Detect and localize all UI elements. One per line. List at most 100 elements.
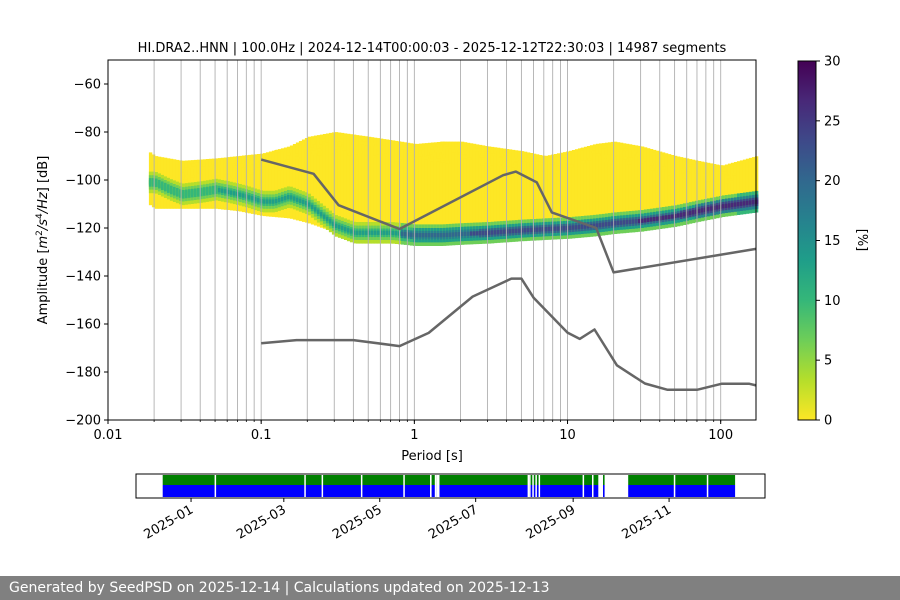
heatmap-mode-band bbox=[724, 203, 729, 208]
heatmap-low-density bbox=[313, 135, 318, 226]
heatmap-speckle bbox=[436, 143, 441, 147]
heatmap-low-density bbox=[463, 142, 468, 238]
heatmap-low-density bbox=[727, 163, 732, 211]
heatmap-mode-band bbox=[331, 221, 336, 226]
heatmap-mode-band bbox=[532, 227, 537, 232]
heatmap-low-density bbox=[523, 151, 528, 236]
heatmap-speckle bbox=[253, 168, 258, 171]
heatmap-speckle bbox=[732, 173, 737, 176]
heatmap-low-density bbox=[508, 149, 513, 236]
heatmap-speckle bbox=[401, 146, 405, 150]
heatmap-mode-band bbox=[712, 205, 717, 211]
heatmap-speckle bbox=[496, 158, 501, 161]
heatmap-low-density bbox=[658, 151, 663, 223]
heatmap-speckle bbox=[303, 146, 307, 149]
heatmap-mode-band bbox=[556, 226, 561, 231]
heatmap-mode-band bbox=[727, 203, 732, 208]
heatmap-low-density bbox=[451, 141, 456, 239]
heatmap-speckle bbox=[410, 147, 415, 151]
heatmap-speckle bbox=[189, 160, 194, 164]
heatmap-speckle bbox=[231, 175, 236, 179]
heatmap-mode-band bbox=[574, 225, 579, 230]
heatmap-speckle bbox=[408, 152, 413, 156]
heatmap-speckle bbox=[713, 182, 718, 186]
heatmap-speckle bbox=[623, 156, 628, 160]
heatmap-mode-band bbox=[469, 231, 474, 236]
heatmap-low-density bbox=[301, 139, 306, 222]
heatmap-speckle bbox=[442, 158, 446, 161]
heatmap-speckle bbox=[504, 166, 509, 169]
heatmap-speckle bbox=[362, 139, 367, 142]
heatmap-low-density bbox=[376, 138, 381, 238]
heatmap-mode-band bbox=[232, 191, 237, 196]
heatmap-low-density bbox=[427, 142, 432, 240]
heatmap-mode-band bbox=[670, 214, 675, 219]
heatmap-low-density bbox=[622, 143, 627, 228]
x-tick-label: 0.1 bbox=[251, 428, 272, 443]
heatmap-speckle bbox=[462, 152, 467, 155]
heatmap-speckle bbox=[310, 139, 315, 142]
used-data-segment bbox=[628, 475, 736, 485]
date-tick-label: 2025-11 bbox=[620, 502, 675, 542]
heatmap-mode-band bbox=[553, 226, 558, 231]
heatmap-low-density bbox=[307, 136, 312, 224]
heatmap-mode-band bbox=[160, 183, 165, 188]
heatmap-speckle bbox=[561, 155, 566, 158]
heatmap-mode-band bbox=[310, 204, 315, 210]
heatmap-speckle bbox=[499, 153, 504, 157]
heatmap-low-density bbox=[517, 150, 522, 236]
heatmap-speckle bbox=[602, 145, 607, 149]
colorbar: 0 5 10 15 20 25 30 bbox=[797, 55, 841, 429]
heatmap-speckle bbox=[702, 173, 707, 177]
heatmap-mode-band bbox=[166, 186, 171, 191]
heatmap-mode-band bbox=[241, 193, 246, 198]
heatmap-mode-band bbox=[751, 200, 756, 205]
heatmap-speckle bbox=[604, 155, 609, 158]
heatmap-speckle bbox=[556, 163, 561, 166]
heatmap-speckle bbox=[439, 158, 444, 161]
heatmap-mode-band bbox=[448, 232, 453, 237]
heatmap-mode-band bbox=[325, 216, 330, 222]
heatmap-speckle bbox=[651, 152, 656, 156]
heatmap-low-density bbox=[631, 144, 636, 227]
heatmap-speckle bbox=[440, 141, 445, 145]
heatmap-speckle bbox=[233, 165, 238, 169]
available-data-segment bbox=[162, 485, 430, 497]
heatmap-mode-band bbox=[316, 209, 321, 214]
heatmap-speckle bbox=[402, 142, 407, 146]
heatmap-mode-band bbox=[424, 233, 429, 238]
heatmap-speckle bbox=[191, 163, 196, 167]
heatmap-speckle bbox=[255, 167, 260, 171]
heatmap-low-density bbox=[619, 142, 624, 228]
heatmap-low-density bbox=[247, 154, 252, 214]
heatmap-speckle bbox=[480, 153, 485, 156]
heatmap-mode-band bbox=[358, 230, 363, 235]
heatmap-low-density bbox=[295, 142, 300, 221]
heatmap-mode-band bbox=[745, 200, 750, 206]
heatmap-mode-band bbox=[313, 207, 318, 212]
heatmap-low-density bbox=[580, 147, 585, 231]
heatmap-mode-band bbox=[490, 230, 495, 235]
heatmap-mode-band bbox=[466, 231, 471, 236]
heatmap-speckle bbox=[608, 160, 613, 163]
heatmap-mode-band bbox=[250, 196, 255, 201]
heatmap-low-density bbox=[382, 139, 387, 238]
heatmap-mode-band bbox=[319, 212, 324, 217]
heatmap-speckle bbox=[395, 158, 400, 162]
heatmap-low-density bbox=[442, 141, 447, 240]
heatmap-mode-band bbox=[406, 232, 411, 237]
heatmap-low-density bbox=[364, 136, 369, 238]
heatmap-speckle bbox=[459, 143, 464, 146]
heatmap-mode-band bbox=[307, 202, 312, 207]
heatmap-speckle bbox=[706, 179, 711, 182]
x-tick-label: 100 bbox=[708, 428, 733, 443]
heatmap-speckle bbox=[309, 147, 314, 150]
heatmap-mode-band bbox=[181, 192, 186, 197]
heatmap-low-density bbox=[298, 141, 303, 222]
heatmap-speckle bbox=[231, 163, 236, 166]
heatmap-mode-band bbox=[415, 233, 420, 238]
heatmap-low-density bbox=[415, 143, 420, 240]
heatmap-mode-band bbox=[460, 231, 465, 237]
